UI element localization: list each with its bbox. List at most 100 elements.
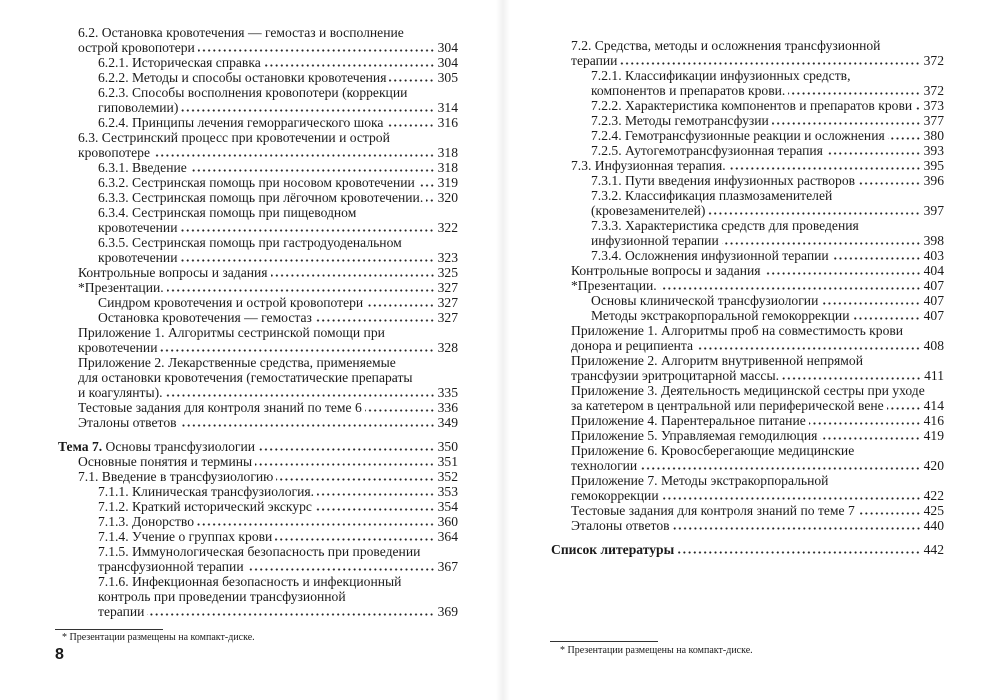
toc-entry: Приложение 6. Кровосберегающие медицинск… (551, 443, 944, 473)
dot-leader (831, 250, 921, 260)
toc-entry: 7.1.5. Иммунологическая безопасность при… (58, 544, 458, 574)
toc-entry-line: Приложение 2. Лекарственные средства, пр… (78, 355, 458, 370)
toc-entry-line-text: кровотечении (98, 220, 178, 235)
toc-page-number: 364 (437, 529, 458, 544)
toc-entry-line-text: 6.2.4. Принципы лечения геморрагического… (98, 115, 384, 130)
dot-leader (255, 456, 435, 466)
toc-entry-line-text: технологии (571, 458, 638, 473)
toc-entry-line: Приложение 5. Управляемая гемодилюция 419 (571, 428, 944, 443)
toc-entry-line: 6.3. Сестринский процесс при кровотечени… (78, 130, 458, 145)
toc-entry-line: *Презентации. 327 (78, 280, 458, 295)
toc-entry: 7.3.3. Характеристика средств для провед… (551, 218, 944, 248)
toc-entry-line-text: 7.1.1. Клиническая трансфузиология. (98, 484, 315, 499)
toc-entry-line: 7.1.4. Учение о группах крови 364 (98, 529, 458, 544)
toc-entry-line: контроль при проведении трансфузионной (98, 589, 458, 604)
toc-page-number: 336 (437, 400, 458, 415)
toc-entry-text: донора и реципиента (571, 338, 693, 353)
toc-entry-line-text: трансфузионной терапии (98, 559, 244, 574)
toc-entry: 7.2.3. Методы гемотрансфузии 377 (551, 113, 944, 128)
toc-entry-line: 7.2.4. Гемотрансфузионные реакции и осло… (591, 128, 944, 143)
toc-entry-text: Приложение 2. Лекарственные средства, пр… (78, 355, 396, 370)
toc-entry-text: 7.2. Средства, методы и осложнения транс… (571, 38, 880, 53)
toc-entry: 7.3.2. Классификация плазмозаменителей (к… (551, 188, 944, 218)
toc-entry: 6.3.1. Введение 318 (58, 160, 458, 175)
toc-page-number: 369 (437, 604, 458, 619)
toc-entry-line-text: кровотечении (78, 340, 158, 355)
toc-entry-text: Тема 7. Основы трансфузиологии (58, 439, 255, 454)
toc-entry-line: 7.3.1. Пути введения инфузионных раствор… (591, 173, 944, 188)
dot-leader (620, 55, 921, 65)
toc-entry-line: 6.3.3. Сестринская помощь при лёгочном к… (98, 190, 458, 205)
toc-entry: 7.3.1. Пути введения инфузионных раствор… (551, 173, 944, 188)
toc-entry-text: 6.3.3. Сестринская помощь при лёгочном к… (98, 190, 423, 205)
toc-entry-text: Тестовые задания для контроля знаний по … (78, 400, 362, 415)
toc-entry: *Презентации. 327 (58, 280, 458, 295)
toc-entry: Эталоны ответов 440 (551, 518, 944, 533)
toc-entry-line-text: 6.3.3. Сестринская помощь при лёгочном к… (98, 190, 424, 205)
toc-page-number: 327 (437, 310, 458, 325)
toc-entry-line-text: острой кровопотери (78, 40, 195, 55)
toc-entry-line: 7.1.1. Клиническая трансфузиология. 353 (98, 484, 458, 499)
toc-page-number: 354 (437, 499, 458, 514)
toc-entry: *Презентации. 407 (551, 278, 944, 293)
toc-entry-line-text: 7.2.2. Характеристика компонентов и преп… (591, 98, 913, 113)
toc-entry: 6.2.1. Историческая справка 304 (58, 55, 458, 70)
toc-entry: 6.3.2. Сестринская помощь при носовом кр… (58, 175, 458, 190)
toc-entry: Приложение 5. Управляемая гемодилюция 419 (551, 428, 944, 443)
toc-entry-line: компонентов и препаратов крови. 372 (591, 83, 944, 98)
toc-entry-line-text: терапии (98, 604, 145, 619)
toc-entry-line-text: Основные понятия и термины (78, 454, 253, 469)
dot-leader (887, 130, 921, 140)
toc-entry-text: 7.2.1. Классификации инфузионных средств… (591, 68, 850, 83)
toc-entry-line-text: 6.2. Остановка кровотечения — гемостаз и… (78, 25, 404, 40)
toc-page-number: 380 (923, 128, 944, 143)
toc-entry-line-text: 6.3.2. Сестринская помощь при носовом кр… (98, 175, 415, 190)
toc-entry: Синдром кровотечения и острой кровопотер… (58, 295, 458, 310)
toc-entry-line-text: кровотечении (98, 250, 178, 265)
dot-leader (825, 145, 921, 155)
toc-entry-line: 6.3.5. Сестринская помощь при гастродуод… (98, 235, 458, 250)
toc-entry-text: Контрольные вопросы и задания (571, 263, 761, 278)
toc-entry-line-text: 7.3. Инфузионная терапия. (571, 158, 726, 173)
toc-entry-line: Приложение 2. Алгоритм внутривенной непр… (571, 353, 944, 368)
toc-entry: Приложение 2. Лекарственные средства, пр… (58, 355, 458, 400)
toc-entry: Приложение 1. Алгоритмы сестринской помо… (58, 325, 458, 355)
toc-entry-text: 6.3.2. Сестринская помощь при носовом кр… (98, 175, 415, 190)
toc-entry-line: трансфузии эритроцитарной массы. 411 (571, 368, 944, 383)
dot-leader (270, 267, 435, 277)
toc-entry: 7.2.2. Характеристика компонентов и преп… (551, 98, 944, 113)
toc-entry-text: контроль при проведении трансфузионной (98, 589, 346, 604)
toc-entry-line-text: 7.3.2. Классификация плазмозаменителей (591, 188, 833, 203)
dot-leader (197, 42, 435, 52)
toc-entry: Приложение 1. Алгоритмы проб на совмести… (551, 323, 944, 353)
toc-entry-line: Контрольные вопросы и задания 404 (571, 263, 944, 278)
toc-entry-text: острой кровопотери (78, 40, 195, 55)
toc-entry-line-text: Приложение 5. Управляемая гемодилюция (571, 428, 818, 443)
dot-leader (180, 252, 435, 262)
toc-page-number: 396 (923, 173, 944, 188)
toc-entry-line-text: Приложение 2. Лекарственные средства, пр… (78, 355, 396, 370)
toc-entry-text: Эталоны ответов (78, 415, 177, 430)
dot-leader (275, 531, 435, 541)
toc-entry-line: (кровезаменителей) 397 (591, 203, 944, 218)
toc-entry-text: Контрольные вопросы и задания (78, 265, 268, 280)
toc-entry-line: острой кровопотери 304 (78, 40, 458, 55)
toc-entry-line-text: 7.1.4. Учение о группах крови (98, 529, 273, 544)
toc-entry-text: 7.3.3. Характеристика средств для провед… (591, 218, 859, 233)
dot-leader (165, 387, 435, 397)
dot-leader (246, 561, 435, 571)
toc-page-number: 353 (437, 484, 458, 499)
dot-leader (820, 430, 921, 440)
toc-entry-line: 7.3.3. Характеристика средств для провед… (591, 218, 944, 233)
toc-entry-text: 6.2.3. Способы восполнения кровопотери (… (98, 85, 407, 100)
toc-page-number: 440 (923, 518, 944, 533)
toc-page-number: 323 (437, 250, 458, 265)
toc-entry-text: терапии (571, 53, 617, 68)
toc-page-number: 372 (923, 83, 944, 98)
toc-entry-line: Остановка кровотечения — гемостаз 327 (98, 310, 458, 325)
toc-page-number: 416 (923, 413, 944, 428)
toc-right-page: 7.2. Средства, методы и осложнения транс… (551, 38, 944, 557)
toc-entry-line-text: трансфузии эритроцитарной массы. (571, 368, 779, 383)
toc-entry-line-text: Приложение 2. Алгоритм внутривенной непр… (571, 353, 863, 368)
dot-leader (728, 160, 921, 170)
